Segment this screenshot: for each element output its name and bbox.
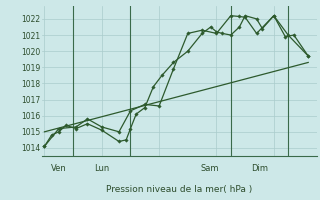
Text: Ven: Ven (51, 164, 67, 173)
Text: Lun: Lun (94, 164, 109, 173)
Text: Dim: Dim (251, 164, 268, 173)
Text: Pression niveau de la mer( hPa ): Pression niveau de la mer( hPa ) (106, 185, 252, 194)
Text: Sam: Sam (200, 164, 219, 173)
